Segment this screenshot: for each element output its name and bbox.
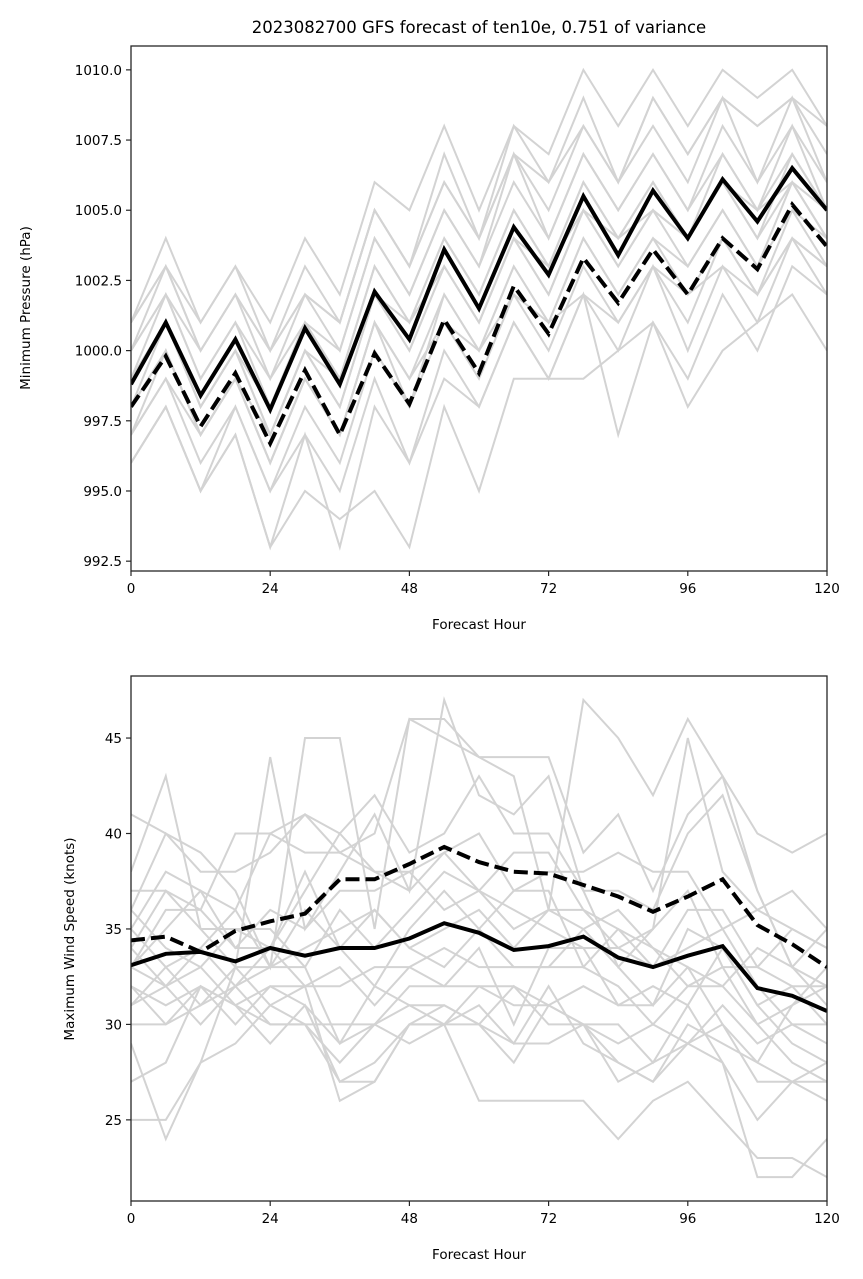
wind-ensemble-member-line bbox=[131, 869, 827, 1006]
pressure-y-tick-label: 1007.5 bbox=[75, 133, 122, 149]
pressure-ensemble-mean-line bbox=[131, 164, 827, 415]
pressure-y-tick-label: 1010.0 bbox=[75, 63, 122, 79]
wind-ensemble-member-line bbox=[131, 774, 827, 988]
pressure-y-tick-label: 992.5 bbox=[83, 554, 122, 570]
wind-ensemble-member-line bbox=[131, 696, 827, 970]
pressure-y-tick-label: 1002.5 bbox=[75, 273, 122, 289]
wind-ensemble-mean-line bbox=[131, 921, 827, 1013]
pressure-axes-frame bbox=[130, 45, 828, 572]
wind-ensemble-member-line bbox=[131, 984, 827, 1178]
pressure-x-tick-label: 72 bbox=[540, 581, 557, 597]
pressure-ensemble-member-line bbox=[131, 95, 827, 353]
pressure-y-tick-label: 1005.0 bbox=[75, 203, 122, 219]
wind-x-tick-label: 72 bbox=[540, 1211, 557, 1227]
wind-x-tick-label: 120 bbox=[814, 1211, 840, 1227]
wind-y-tick-label: 30 bbox=[105, 1017, 122, 1033]
wind-ensemble-member-line bbox=[131, 717, 827, 912]
wind-y-tick-label: 25 bbox=[105, 1113, 122, 1129]
pressure-x-tick-label: 120 bbox=[814, 581, 840, 597]
pressure-x-tick-label: 24 bbox=[262, 581, 279, 597]
pressure-x-tick-label: 0 bbox=[127, 581, 136, 597]
pressure-x-tick-label: 96 bbox=[679, 581, 696, 597]
pressure-x-axis-label: Forecast Hour bbox=[432, 617, 526, 633]
wind-y-tick-label: 35 bbox=[105, 922, 122, 938]
pressure-deterministic-line bbox=[131, 201, 827, 448]
wind-deterministic-line bbox=[131, 844, 827, 969]
pressure-ensemble-member-line bbox=[131, 236, 827, 466]
wind-ensemble-member-line bbox=[131, 966, 827, 1142]
wind-plot-area bbox=[131, 696, 827, 1179]
wind-ensemble-member-line bbox=[131, 965, 827, 1083]
pressure-ensemble-member-line bbox=[131, 67, 827, 325]
wind-x-tick-label: 0 bbox=[127, 1211, 136, 1227]
wind-ensemble-member-line bbox=[131, 946, 827, 1027]
wind-y-tick-label: 45 bbox=[105, 731, 122, 747]
wind-x-tick-label: 24 bbox=[262, 1211, 279, 1227]
wind-panel: Forecast Hour Maximum Wind Speed (knots)… bbox=[62, 675, 840, 1263]
wind-axes-frame bbox=[130, 675, 828, 1202]
pressure-ensemble-member-line bbox=[131, 123, 827, 381]
pressure-y-tick-label: 1000.0 bbox=[75, 344, 122, 360]
pressure-ensemble-member-line bbox=[131, 293, 827, 550]
chart-title: 2023082700 GFS forecast of ten10e, 0.751… bbox=[252, 18, 706, 37]
wind-x-tick-label: 96 bbox=[679, 1211, 696, 1227]
wind-x-axis-label: Forecast Hour bbox=[432, 1247, 526, 1263]
wind-y-tick-label: 40 bbox=[105, 827, 122, 843]
pressure-y-axis-label: Minimum Pressure (hPa) bbox=[18, 226, 34, 390]
pressure-y-tick-label: 997.5 bbox=[83, 414, 122, 430]
wind-y-axis-label: Maximum Wind Speed (knots) bbox=[62, 837, 78, 1040]
wind-ensemble-member-line bbox=[131, 984, 827, 1122]
pressure-plot-area bbox=[131, 67, 827, 551]
wind-x-tick-label: 48 bbox=[401, 1211, 418, 1227]
pressure-y-tick-label: 995.0 bbox=[83, 484, 122, 500]
pressure-panel: Forecast Hour Minimum Pressure (hPa) 0 24… bbox=[18, 45, 840, 633]
pressure-x-tick-label: 48 bbox=[401, 581, 418, 597]
